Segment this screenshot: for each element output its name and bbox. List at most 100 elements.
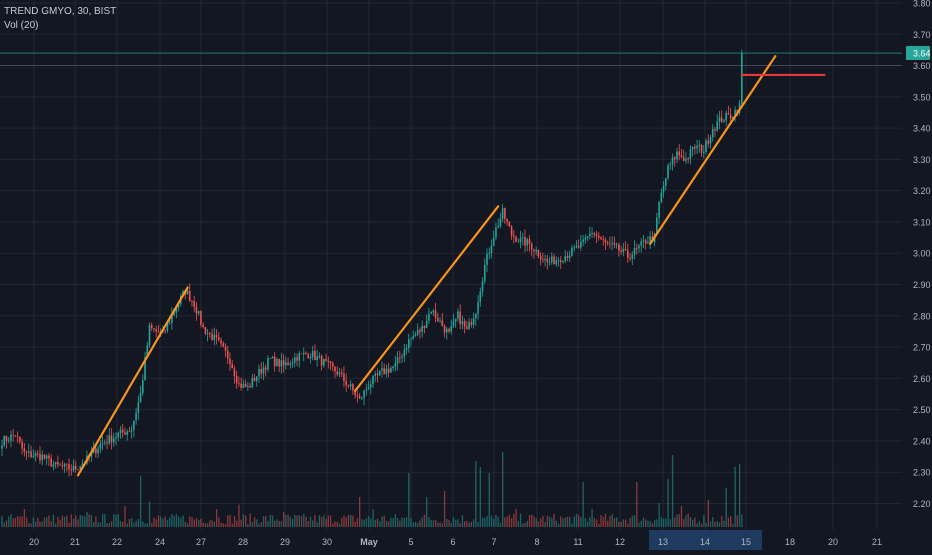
candle-body (195, 306, 198, 314)
candle-body (119, 429, 122, 434)
candle-body (437, 317, 439, 322)
candle-body (110, 435, 113, 443)
candle-body (664, 177, 667, 186)
candle-body (130, 429, 133, 432)
volume-bar (738, 464, 741, 527)
candle-body (220, 340, 222, 344)
x-tick-label: 28 (238, 537, 248, 547)
candle-body (526, 239, 529, 246)
volume-bar (354, 521, 356, 527)
volume-bar (209, 520, 211, 527)
volume-bar (674, 517, 676, 527)
volume-bar (633, 515, 636, 527)
volume-indicator-label[interactable]: Vol (20) (4, 20, 39, 31)
symbol-label[interactable]: TREND GMYO, 30, BIST (4, 6, 117, 17)
candle-body (166, 323, 169, 331)
candle-body (618, 244, 620, 251)
volume-bar (709, 521, 712, 527)
candle-body (591, 232, 593, 234)
volume-bar (616, 517, 618, 527)
candle-body (347, 385, 350, 387)
volume-bar (262, 516, 265, 527)
candle-body (343, 373, 345, 381)
candle-body (153, 328, 155, 330)
volume-bar (191, 517, 193, 527)
candle-body (258, 368, 260, 377)
candle-body (595, 234, 598, 236)
candle-body (164, 330, 166, 332)
volume-bar (160, 516, 162, 527)
volume-bar (338, 523, 341, 527)
candle-body (557, 260, 560, 261)
volume-bar (484, 517, 486, 527)
volume-bar (685, 515, 687, 527)
candle-body (52, 464, 55, 467)
volume-bar (656, 519, 658, 527)
volume-bar (434, 519, 437, 527)
volume-bar (381, 516, 383, 527)
candle-body (197, 311, 200, 314)
trendline (649, 55, 777, 245)
candle-body (101, 442, 104, 444)
volume-bar (122, 521, 124, 527)
volume-bar (240, 519, 242, 527)
volume-bar (104, 513, 106, 527)
candle-body (97, 448, 99, 454)
candle-body (30, 451, 32, 458)
x-tick-label: 6 (450, 537, 455, 547)
x-tick-label: 14 (700, 537, 710, 547)
candle-body (222, 343, 225, 347)
volume-bar (370, 518, 372, 527)
candle-body (213, 334, 216, 341)
volume-bar (421, 517, 423, 527)
volume-bar (727, 517, 730, 527)
volume-bar (213, 521, 216, 527)
candle-body (428, 313, 430, 321)
volume-bar (573, 516, 575, 527)
candle-body (41, 454, 44, 461)
candle-body (403, 349, 406, 357)
candle-body (314, 350, 316, 360)
y-tick-label: 3.50 (913, 92, 931, 102)
volume-bar (394, 514, 397, 527)
candle-body (475, 313, 477, 319)
chart-legend: TREND GMYO, 30, BIST Vol (20) (4, 5, 116, 33)
candle-body (521, 237, 524, 238)
candle-body (307, 354, 309, 359)
candle-body (215, 334, 218, 338)
volume-bar (488, 473, 490, 527)
volume-bar (365, 518, 368, 527)
x-tick-label: 21 (872, 537, 882, 547)
candle-body (293, 357, 296, 363)
volume-bar (595, 519, 598, 527)
candle-body (262, 367, 265, 374)
volume-bar (323, 515, 325, 527)
candle-body (233, 368, 236, 377)
volume-bar (180, 517, 182, 527)
candle-body (662, 185, 665, 193)
candle-body (729, 114, 732, 119)
volume-bar (607, 520, 609, 527)
volume-bar (468, 522, 470, 527)
candle-body (74, 465, 77, 470)
candle-body (416, 330, 419, 335)
candle-body (539, 256, 542, 260)
volume-bar (137, 518, 140, 527)
candle-body (77, 469, 79, 470)
candle-body (716, 121, 718, 131)
candle-body (714, 129, 716, 131)
candle-body (694, 146, 696, 149)
volume-bar (667, 479, 669, 527)
candle-body (361, 397, 363, 399)
volume-bar (247, 523, 249, 527)
candle-body (157, 331, 160, 333)
volume-bar (557, 523, 560, 527)
x-tick-label: 13 (658, 537, 668, 547)
candle-body (682, 157, 685, 161)
volume-bar (169, 517, 171, 527)
volume-bar (312, 520, 314, 527)
candle-body (530, 243, 533, 250)
candle-body (466, 326, 468, 330)
